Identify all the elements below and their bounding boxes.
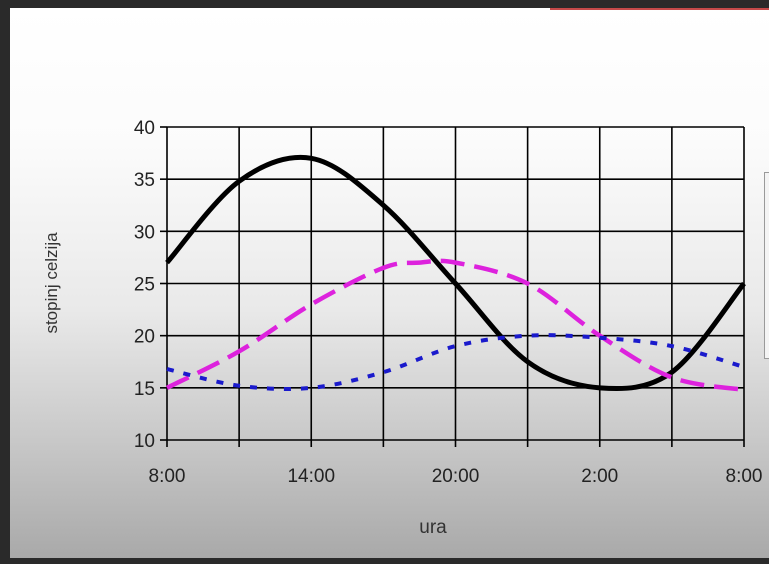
y-tick-labels: 10 15 20 25 30 35 40 (134, 118, 155, 452)
y-tick-label: 35 (134, 170, 155, 191)
series-lines (165, 154, 746, 393)
y-axis-label: stopinj celzija (42, 232, 61, 334)
series-line-dashed (165, 258, 745, 393)
series-line-solid (165, 154, 746, 392)
legend-box (764, 172, 769, 359)
x-tick-label: 2:00 (581, 466, 618, 487)
x-tick-label: 8:00 (726, 466, 763, 487)
x-axis-label: ura (419, 517, 447, 538)
axes (160, 126, 745, 447)
top-accent-line (550, 8, 769, 10)
x-tick-labels: 8:00 14:00 20:00 2:00 8:00 (149, 466, 763, 487)
y-tick-label: 10 (134, 431, 155, 452)
y-tick-label: 20 (134, 327, 155, 348)
y-tick-label: 25 (134, 275, 155, 296)
series-line-dotted (166, 333, 745, 391)
y-tick-label: 30 (134, 222, 155, 243)
x-tick-label: 20:00 (432, 466, 480, 487)
x-tick-label: 8:00 (149, 466, 186, 487)
x-tick-label: 14:00 (287, 466, 335, 487)
y-tick-label: 15 (134, 379, 155, 400)
y-tick-label: 40 (134, 118, 155, 139)
